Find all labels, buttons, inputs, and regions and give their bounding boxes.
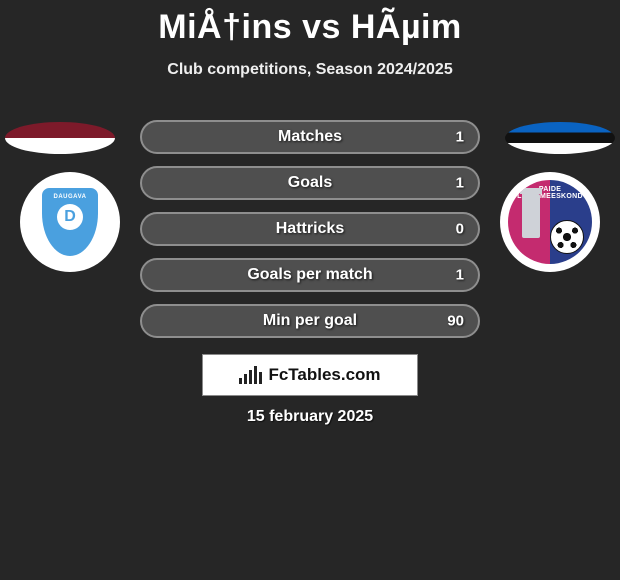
shield-text: DAUGAVA bbox=[54, 194, 87, 200]
stats-list: Matches 1 Goals 1 Hattricks 0 Goals per match 1… bbox=[140, 120, 480, 338]
page-title: MiÅ†ins vs HÃµim bbox=[0, 0, 620, 47]
stat-row: Matches 1 bbox=[140, 120, 480, 154]
stat-value-right: 90 bbox=[447, 313, 464, 330]
stat-row: Goals 1 bbox=[140, 166, 480, 200]
stat-label: Goals per match bbox=[247, 266, 372, 284]
date-label: 15 february 2025 bbox=[0, 408, 620, 426]
shield-icon: DAUGAVA D bbox=[42, 188, 98, 256]
stat-row: Goals per match 1 bbox=[140, 258, 480, 292]
fctables-badge[interactable]: FcTables.com bbox=[202, 354, 418, 396]
stat-row: Min per goal 90 bbox=[140, 304, 480, 338]
flag-left bbox=[5, 122, 115, 154]
fctables-label: FcTables.com bbox=[268, 365, 380, 385]
club-badge-right[interactable]: PAIDE LINNAMEESKOND bbox=[500, 172, 600, 272]
paide-icon: PAIDE LINNAMEESKOND bbox=[508, 180, 592, 264]
stat-value-right: 1 bbox=[456, 267, 464, 284]
stat-label: Hattricks bbox=[276, 220, 344, 238]
stat-value-right: 1 bbox=[456, 175, 464, 192]
stat-row: Hattricks 0 bbox=[140, 212, 480, 246]
stat-label: Goals bbox=[288, 174, 332, 192]
bars-icon bbox=[239, 366, 262, 384]
tower-icon bbox=[522, 194, 540, 238]
football-icon bbox=[550, 220, 584, 254]
flag-right bbox=[505, 122, 615, 154]
stat-value-right: 0 bbox=[456, 221, 464, 238]
stat-value-right: 1 bbox=[456, 129, 464, 146]
club-badge-left[interactable]: DAUGAVA D bbox=[20, 172, 120, 272]
page-subtitle: Club competitions, Season 2024/2025 bbox=[0, 61, 620, 79]
stat-label: Matches bbox=[278, 128, 342, 146]
shield-letter: D bbox=[57, 204, 83, 230]
stat-label: Min per goal bbox=[263, 312, 357, 330]
